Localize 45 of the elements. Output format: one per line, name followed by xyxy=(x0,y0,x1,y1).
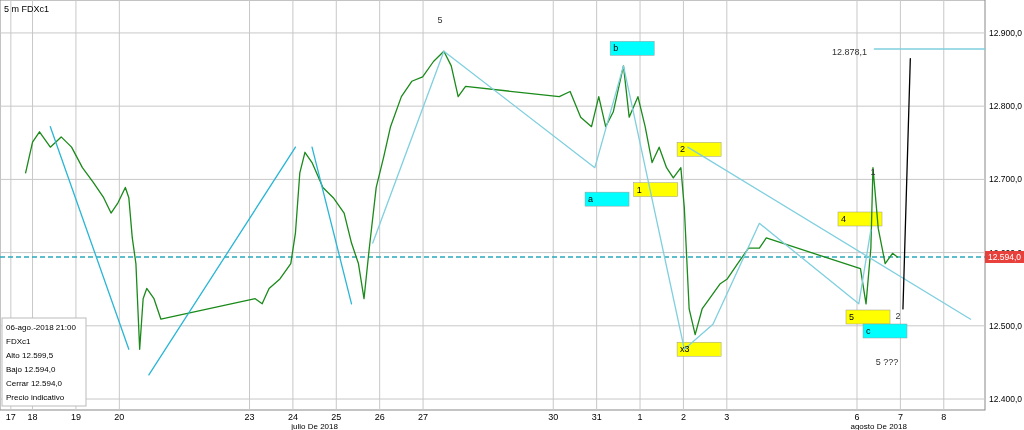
annotation: 5 xyxy=(849,312,855,322)
annotation: 4 xyxy=(841,214,847,224)
x-tick-label: 24 xyxy=(287,412,298,422)
x-tick-label: 30 xyxy=(548,412,559,422)
annotation: 1 xyxy=(636,184,642,195)
x-tick-label: 2 xyxy=(680,412,686,422)
chart-title: 5 m FDXc1 xyxy=(4,4,50,14)
x-tick-label: 27 xyxy=(418,412,429,422)
x-tick-label: 18 xyxy=(27,412,38,422)
x-tick-label: 20 xyxy=(114,412,125,422)
y-tick-label: 12.800,0 xyxy=(989,101,1023,112)
x-tick-label: 8 xyxy=(941,412,947,422)
x-tick-label: 7 xyxy=(897,412,903,422)
x-tick-label: 1 xyxy=(637,412,643,422)
annotation: x3 xyxy=(680,344,690,355)
annotation: a xyxy=(588,194,594,205)
x-tick-label: 23 xyxy=(244,412,255,422)
annotation: FDXc1 xyxy=(6,337,31,346)
annotation: 2 xyxy=(895,311,901,321)
annotation: 5 ??? xyxy=(875,357,899,367)
x-tick-label: 3 xyxy=(724,412,730,422)
y-tick-label: 12.900,0 xyxy=(989,27,1023,38)
x-tick-label: 6 xyxy=(854,412,860,422)
annotation: b xyxy=(613,43,619,54)
annotation: Precio indicativo xyxy=(6,393,65,402)
annotation: 5 xyxy=(437,15,443,25)
annotation: c xyxy=(866,326,871,336)
y-tick-label: 12.500,0 xyxy=(989,320,1023,331)
x-tick-label: 26 xyxy=(374,412,385,422)
y-tick-label: 12.700,0 xyxy=(989,174,1023,185)
annotation: 12.878,1 xyxy=(831,47,867,57)
annotation: Cerrar 12.594,0 xyxy=(6,379,63,388)
annotation: 2 xyxy=(680,144,686,155)
x2-tick-label: agosto De 2018 xyxy=(850,422,908,430)
annotation: 06-ago.-2018 21:00 xyxy=(6,323,77,332)
ref-line-label: 12.594,0 xyxy=(988,251,1022,262)
annotation: 1 xyxy=(870,167,876,177)
y-tick-label: 12.400,0 xyxy=(989,394,1023,405)
x-tick-label: 19 xyxy=(70,412,81,422)
x2-tick-label: julio De 2018 xyxy=(290,422,339,430)
x-tick-label: 25 xyxy=(331,412,342,422)
annotation: Alto 12.599,5 xyxy=(6,351,54,360)
x-tick-label: 17 xyxy=(5,412,16,422)
x-tick-label: 31 xyxy=(591,412,602,422)
annotation: Bajo 12.594,0 xyxy=(6,365,56,374)
